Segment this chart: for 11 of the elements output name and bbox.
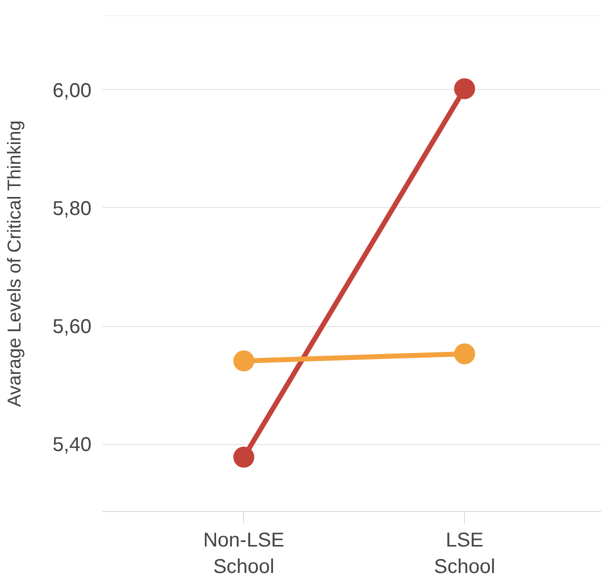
y-axis-title: Avarage Levels of Critical Thinking [4, 120, 25, 407]
point [454, 343, 476, 364]
y-tick-label: 6,00 [52, 80, 92, 102]
y-tick-label: 5,40 [52, 434, 92, 456]
x-tick-label: Non-LSE School [203, 530, 284, 578]
y-tick-label: 5,80 [52, 198, 92, 220]
point [454, 78, 476, 100]
y-tick-label: 5,60 [52, 316, 92, 338]
x-tick-label: LSE School [434, 530, 496, 578]
point [233, 446, 254, 468]
point [233, 350, 254, 372]
